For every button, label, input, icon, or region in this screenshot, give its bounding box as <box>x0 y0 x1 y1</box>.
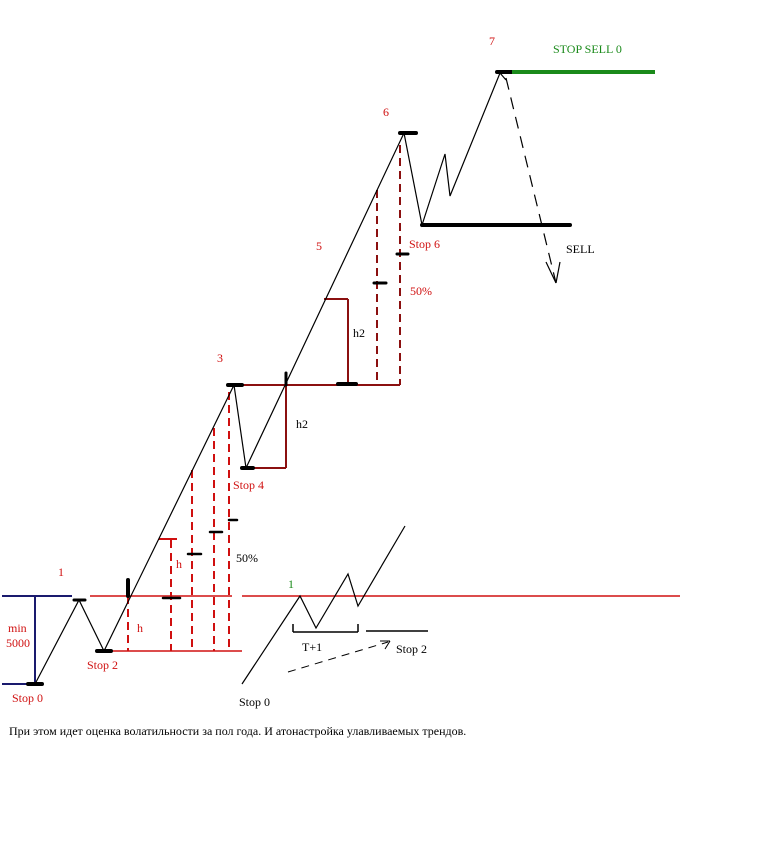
inset-t-plus-1-label: T+1 <box>302 640 322 654</box>
inset-stop-2-label: Stop 2 <box>396 642 427 656</box>
inset-price-path <box>241 525 406 685</box>
stop-4-label: Stop 4 <box>233 478 264 492</box>
min-value-label: 5000 <box>6 636 30 650</box>
min-label: min <box>8 621 27 635</box>
caption-text: При этом идет оценка волатильности за по… <box>9 724 467 738</box>
pct-lower-label: 50% <box>236 551 258 565</box>
price-path <box>34 71 507 685</box>
inset-wave-1-label: 1 <box>288 577 294 591</box>
h-upper-label: h <box>176 557 182 571</box>
stop-2-label: Stop 2 <box>87 658 118 672</box>
pivot-markers <box>26 131 418 686</box>
wave-3-label: 3 <box>217 351 223 365</box>
inset-stop-0-label: Stop 0 <box>239 695 270 709</box>
h2-lower-label: h2 <box>296 417 308 431</box>
wave-7-label: 7 <box>489 34 495 48</box>
stop-0-label: Stop 0 <box>12 691 43 705</box>
wave-6-label: 6 <box>383 105 389 119</box>
h-lower-label: h <box>137 621 143 635</box>
upper-dashed-verticals <box>285 145 401 466</box>
lower-dashed-verticals <box>127 392 230 651</box>
pct-upper-label: 50% <box>410 284 432 298</box>
stop-sell-0-label: STOP SELL 0 <box>553 42 622 56</box>
inset-diagram: 1 T+1 Stop 0 Stop 2 <box>239 525 428 709</box>
sell-projection <box>505 77 561 284</box>
upper-level-lines <box>230 298 400 469</box>
wave-1-label: 1 <box>58 565 64 579</box>
h2-upper-label: h2 <box>353 326 365 340</box>
sell-label: SELL <box>566 242 595 256</box>
inset-dashed-arrow <box>287 640 391 673</box>
inset-bracket <box>292 624 428 633</box>
stop-6-label: Stop 6 <box>409 237 440 251</box>
wave-5-label: 5 <box>316 239 322 253</box>
